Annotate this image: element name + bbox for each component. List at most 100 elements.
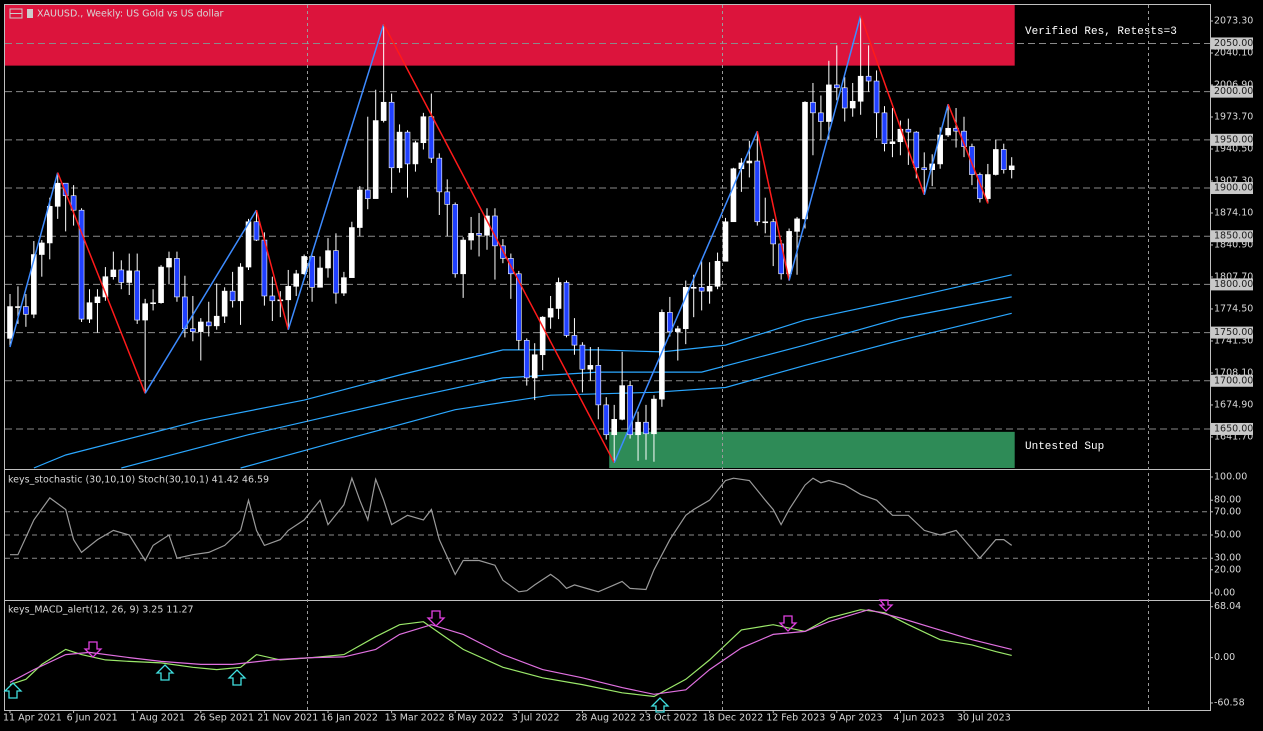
candle-body	[563, 282, 570, 336]
candle-body	[404, 131, 411, 165]
sell-arrow	[83, 641, 103, 658]
frame	[4, 4, 1211, 711]
indicator-line	[10, 476, 1013, 593]
candle-body	[659, 312, 665, 400]
zigzag-segment	[923, 103, 949, 195]
candle-body	[62, 182, 69, 197]
candle-body	[531, 354, 538, 379]
candle-body	[198, 321, 204, 332]
buy-arrow	[227, 669, 247, 686]
y-tick-label: 1774.50	[1214, 303, 1253, 314]
candle-body	[865, 75, 872, 82]
candle-body	[985, 174, 991, 199]
y-tick-label: 2040.10	[1214, 47, 1253, 58]
candle-body	[515, 273, 522, 341]
x-tick-label: 21 Nov 2021	[257, 713, 318, 724]
candle-body	[174, 258, 180, 298]
candle-body	[770, 221, 777, 245]
y-tick-label: 1940.50	[1214, 143, 1253, 154]
candle-body	[54, 182, 61, 207]
candle-body	[158, 266, 164, 304]
candle-body	[651, 398, 657, 435]
zone-label: Verified Res, Retests=3	[1025, 26, 1177, 38]
zigzag-segment	[9, 172, 59, 348]
sell-arrow	[878, 599, 894, 612]
candle-body	[476, 233, 482, 236]
candle-body	[150, 302, 156, 305]
moving-average	[240, 312, 1012, 469]
candle-body	[325, 250, 331, 269]
x-tick-label: 9 Apr 2023	[830, 713, 883, 724]
candle-body	[492, 215, 498, 247]
candle-body	[889, 141, 896, 144]
candle-body	[126, 270, 133, 283]
y-tick-label: 2006.90	[1214, 79, 1253, 90]
indicator-line	[9, 609, 1012, 695]
icon	[27, 9, 33, 18]
candle-body	[643, 421, 649, 435]
candle-body	[849, 100, 856, 109]
candle-body	[468, 233, 474, 241]
candle-body	[436, 157, 443, 193]
x-tick-label: 3 Jul 2022	[512, 713, 560, 724]
y-tick-label: 0.00	[1214, 652, 1235, 663]
candle-body	[301, 256, 307, 275]
level-label: 1850.00	[1214, 231, 1253, 242]
x-tick-label: 18 Dec 2022	[703, 713, 764, 724]
y-tick-label: 1674.90	[1214, 399, 1253, 410]
candle-body	[945, 127, 951, 136]
level-label: 1950.00	[1214, 134, 1253, 145]
candle-body	[913, 131, 920, 169]
candle-body	[523, 339, 530, 379]
level-label-box	[1211, 85, 1253, 98]
candle-body	[213, 315, 220, 327]
y-tick-label: 2073.30	[1214, 15, 1253, 26]
candle-body	[460, 239, 466, 275]
zigzag-segment	[947, 103, 989, 204]
candle-body	[881, 112, 888, 144]
candle-body	[587, 365, 594, 370]
level-label-box	[1211, 326, 1253, 339]
zigzag-segment	[788, 15, 862, 281]
candle-body	[794, 218, 800, 232]
candle-body	[611, 419, 618, 436]
candle-body	[555, 282, 562, 309]
candle-body	[905, 128, 912, 133]
y-tick-label: 1641.70	[1214, 431, 1253, 442]
y-tick-label: 1741.30	[1214, 335, 1253, 346]
y-tick-label: 100.00	[1214, 472, 1247, 483]
candle-body	[674, 328, 681, 332]
candle-body	[571, 335, 578, 346]
zone	[609, 431, 1015, 468]
candle-body	[667, 312, 673, 332]
y-tick-label: 30.00	[1214, 553, 1241, 564]
candle-body	[15, 306, 21, 308]
x-tick-label: 13 Mar 2022	[385, 713, 445, 724]
candle-body	[46, 206, 53, 244]
candle-body	[977, 174, 983, 199]
x-tick-label: 16 Jan 2022	[321, 713, 378, 724]
candle-body	[94, 296, 101, 304]
level-label-box	[1211, 278, 1253, 291]
x-tick-label: 12 Feb 2023	[766, 713, 825, 724]
candle-body	[372, 120, 379, 199]
candle-body	[205, 321, 212, 327]
candle-body	[420, 116, 427, 144]
x-tick-label: 6 Jun 2021	[67, 713, 118, 724]
level-label-box	[1211, 374, 1253, 387]
candle-body	[762, 221, 769, 224]
x-tick-label: 30 Jul 2023	[957, 713, 1011, 724]
candle-body	[754, 160, 761, 223]
buy-arrow	[650, 697, 670, 713]
candle-body	[818, 112, 824, 122]
candle-body	[841, 87, 848, 109]
header: XAUUSD., Weekly: US Gold vs US dollar	[9, 8, 224, 20]
candle-body	[706, 286, 713, 292]
zigzag-segment	[287, 23, 385, 330]
y-tick-label: 70.00	[1214, 506, 1241, 517]
x-tick-label: 1 Aug 2021	[130, 713, 185, 724]
buy-arrow	[155, 664, 175, 681]
candle-body	[38, 242, 45, 255]
x-tick-label: 28 Aug 2022	[575, 713, 636, 724]
